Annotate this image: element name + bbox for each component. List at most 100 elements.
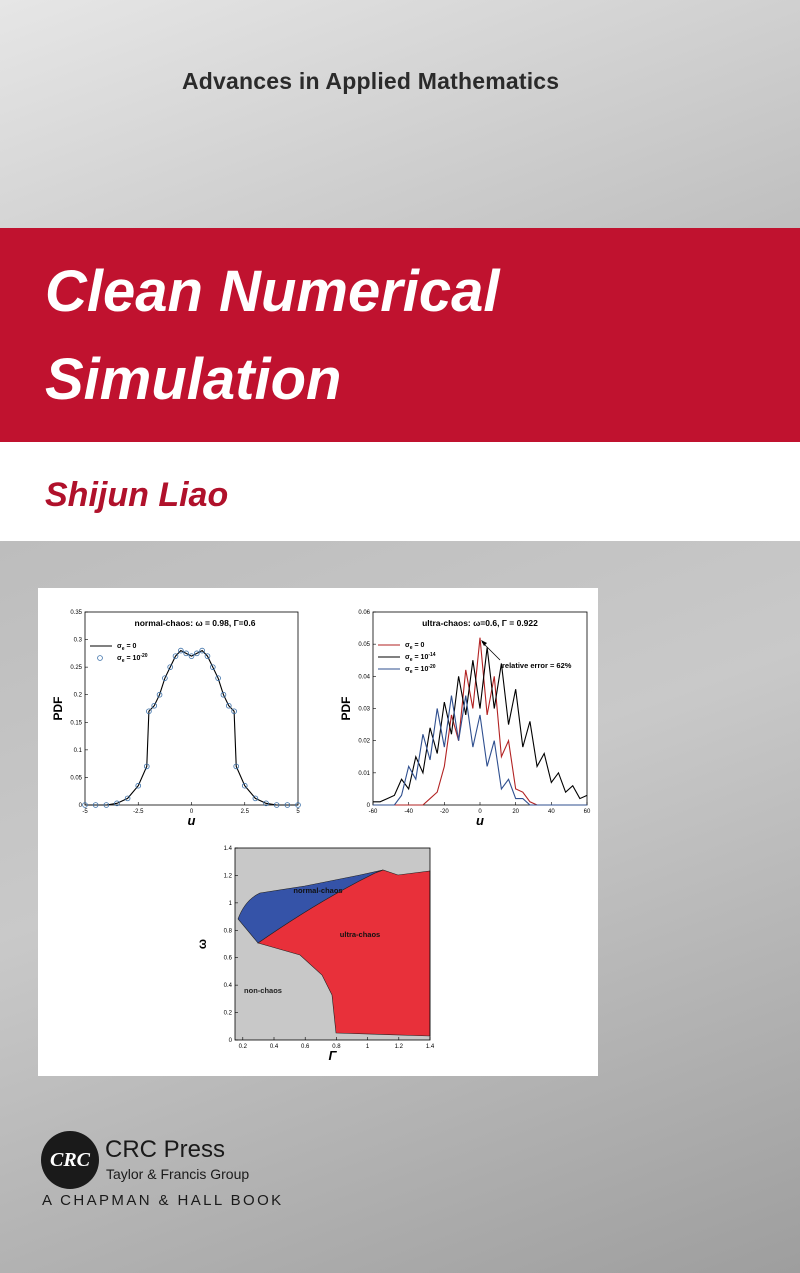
y-tick-label: 0 xyxy=(79,803,83,809)
data-point xyxy=(220,691,227,698)
y-tick-label: 0.05 xyxy=(358,642,370,648)
y-axis-label: ω xyxy=(195,939,209,949)
x-tick-label: 1.4 xyxy=(426,1044,435,1050)
data-point xyxy=(143,763,150,770)
data-point xyxy=(233,763,240,770)
legend-text: -14 xyxy=(428,652,435,658)
arrow-head xyxy=(481,640,487,646)
x-tick-label: 40 xyxy=(548,809,555,815)
data-point xyxy=(199,647,205,654)
legend-text: σ xyxy=(117,655,122,662)
data-point xyxy=(225,702,232,709)
legend-text: -20 xyxy=(428,664,435,670)
data-point xyxy=(135,782,142,789)
y-tick-label: 1 xyxy=(229,901,233,907)
legend-entry: σe = 0 xyxy=(405,642,425,651)
normal-chaos-region xyxy=(237,869,384,944)
region-label: ultra-chaos xyxy=(340,930,380,939)
imprint: A CHAPMAN & HALL BOOK xyxy=(42,1192,284,1209)
y-tick-label: 0.01 xyxy=(358,771,370,777)
y-tick-label: 0.15 xyxy=(70,720,82,726)
data-point xyxy=(210,664,216,670)
x-tick-label: 0 xyxy=(190,809,194,815)
x-tick-label: 5 xyxy=(296,809,300,815)
y-tick-label: 0.1 xyxy=(74,748,83,754)
x-tick-label: -20 xyxy=(440,809,449,815)
legend-text: σ xyxy=(405,666,410,673)
data-point xyxy=(183,650,189,657)
x-tick-label: -60 xyxy=(369,809,378,815)
x-axis-label: Γ xyxy=(329,1048,338,1063)
y-tick-label: 0.8 xyxy=(224,928,233,934)
series-line xyxy=(373,647,588,803)
series-line xyxy=(373,695,587,806)
x-tick-label: 2.5 xyxy=(241,809,250,815)
legend-entry: σe = 10-20 xyxy=(405,664,436,675)
legend-text: = 0 xyxy=(413,642,425,649)
data-point xyxy=(284,802,291,808)
author: Shijun Liao xyxy=(45,476,229,514)
data-point xyxy=(114,800,120,807)
plot-frame xyxy=(84,611,299,806)
legend-text: e xyxy=(410,645,413,651)
data-point xyxy=(263,800,269,807)
data-point xyxy=(194,650,200,657)
legend-entry: σe = 10-14 xyxy=(405,652,436,663)
y-tick-label: 0 xyxy=(367,803,371,809)
publisher-name: CRC Press xyxy=(105,1136,226,1163)
x-tick-label: 0.4 xyxy=(270,1044,279,1050)
x-tick-label: 1 xyxy=(366,1044,370,1050)
legend-text: e xyxy=(122,658,125,664)
y-tick-label: 0.6 xyxy=(224,956,233,962)
data-point xyxy=(172,653,179,659)
y-tick-label: 1.4 xyxy=(224,846,233,852)
title-band xyxy=(0,228,800,442)
region-label: non-chaos xyxy=(244,986,282,995)
series-label: Advances in Applied Mathematics xyxy=(182,68,560,94)
legend-text: e xyxy=(410,669,413,675)
y-tick-label: 0.25 xyxy=(70,665,82,671)
data-point xyxy=(146,708,152,715)
plot-title: normal-chaos: ω = 0.98, Γ=0.6 xyxy=(135,618,256,628)
data-point xyxy=(156,691,163,698)
data-point xyxy=(231,708,237,715)
plot-title: ultra-chaos: ω=0.6, Γ = 0.922 xyxy=(422,618,538,628)
legend-text: e xyxy=(410,657,413,663)
data-point xyxy=(215,675,221,681)
legend-text: -20 xyxy=(140,653,147,659)
legend-entry: σe = 10-20 xyxy=(117,653,148,664)
legend-text: = 0 xyxy=(125,643,137,650)
data-point xyxy=(162,675,168,681)
y-tick-label: 0.05 xyxy=(70,775,82,781)
x-axis-label: u xyxy=(188,813,196,828)
publisher-group: Taylor & Francis Group xyxy=(106,1166,250,1182)
data-point xyxy=(124,795,131,802)
data-point xyxy=(188,653,195,659)
y-tick-label: 0 xyxy=(229,1038,233,1044)
legend-text: σ xyxy=(117,643,122,650)
data-point xyxy=(178,647,184,654)
region-label: normal-chaos xyxy=(293,886,342,895)
x-tick-label: 0 xyxy=(478,809,482,815)
data-point xyxy=(252,795,259,802)
x-tick-label: 60 xyxy=(584,809,591,815)
y-tick-label: 0.04 xyxy=(358,674,370,680)
title-line: Simulation xyxy=(45,347,342,412)
legend-text: = 10 xyxy=(413,666,429,673)
legend-text: σ xyxy=(405,654,410,661)
data-point xyxy=(151,702,158,709)
x-tick-label: 1.2 xyxy=(395,1044,404,1050)
data-point xyxy=(103,802,110,808)
y-tick-label: 0.06 xyxy=(358,610,370,616)
legend-text: σ xyxy=(405,642,410,649)
x-tick-label: 0.2 xyxy=(239,1044,248,1050)
x-tick-label: -40 xyxy=(404,809,413,815)
legend-symbol xyxy=(97,655,103,661)
data-point xyxy=(92,802,99,808)
x-tick-label: -2.5 xyxy=(133,809,144,815)
title-line: Clean Numerical xyxy=(45,259,500,324)
x-axis-label: u xyxy=(476,813,484,828)
data-point xyxy=(241,782,248,789)
